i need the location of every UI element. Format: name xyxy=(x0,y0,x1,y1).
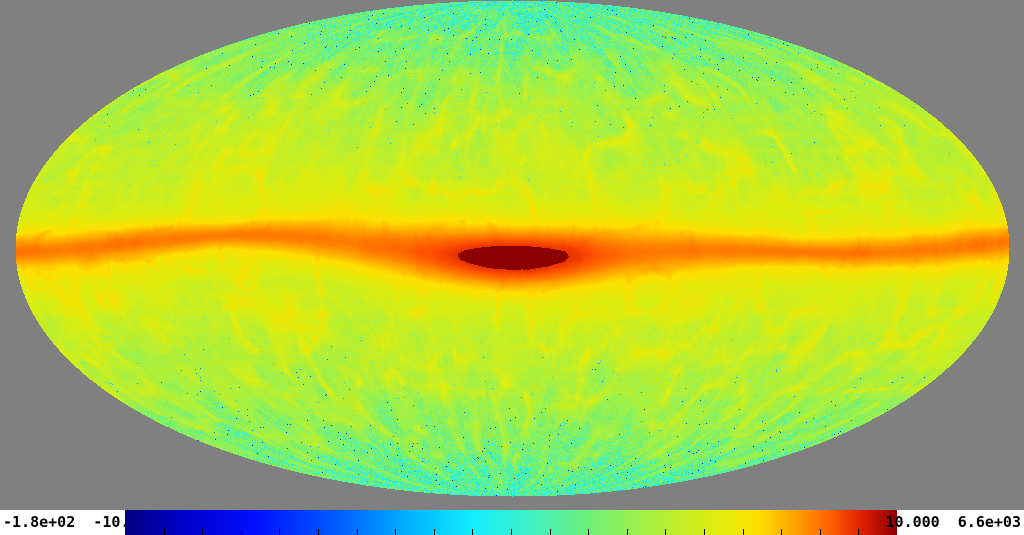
colorbar: -1.8e+02 -10.000 10.000 6.6e+03 xyxy=(0,510,1024,535)
colorbar-max-labels: 10.000 6.6e+03 xyxy=(885,513,1021,531)
sky-map-panel xyxy=(0,0,1024,510)
colorbar-gradient xyxy=(125,510,897,535)
sky-map-canvas xyxy=(0,0,1024,510)
